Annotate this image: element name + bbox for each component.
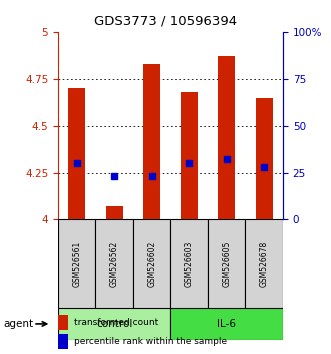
Bar [68,88,85,219]
Bar [58,308,170,340]
Text: agent: agent [3,319,33,329]
Bar [170,308,283,340]
Text: GSM526603: GSM526603 [185,240,194,287]
Bar [256,97,273,219]
Bar [58,315,68,330]
Bar [208,219,246,308]
Text: control: control [96,319,132,329]
Bar [181,92,198,219]
Text: GSM526602: GSM526602 [147,241,156,287]
Text: transformed count: transformed count [74,318,158,327]
Text: IL-6: IL-6 [217,319,236,329]
Bar [246,219,283,308]
Text: GSM526561: GSM526561 [72,241,81,287]
Bar [218,56,235,219]
Bar [106,206,122,219]
Bar [133,219,170,308]
Bar [58,219,95,308]
Bar [58,334,68,349]
Bar [170,219,208,308]
Text: GDS3773 / 10596394: GDS3773 / 10596394 [94,14,237,27]
Text: percentile rank within the sample: percentile rank within the sample [74,337,227,346]
Text: GSM526605: GSM526605 [222,240,231,287]
Bar [95,219,133,308]
Text: GSM526678: GSM526678 [260,241,269,287]
Bar [143,64,160,219]
Text: GSM526562: GSM526562 [110,241,119,287]
